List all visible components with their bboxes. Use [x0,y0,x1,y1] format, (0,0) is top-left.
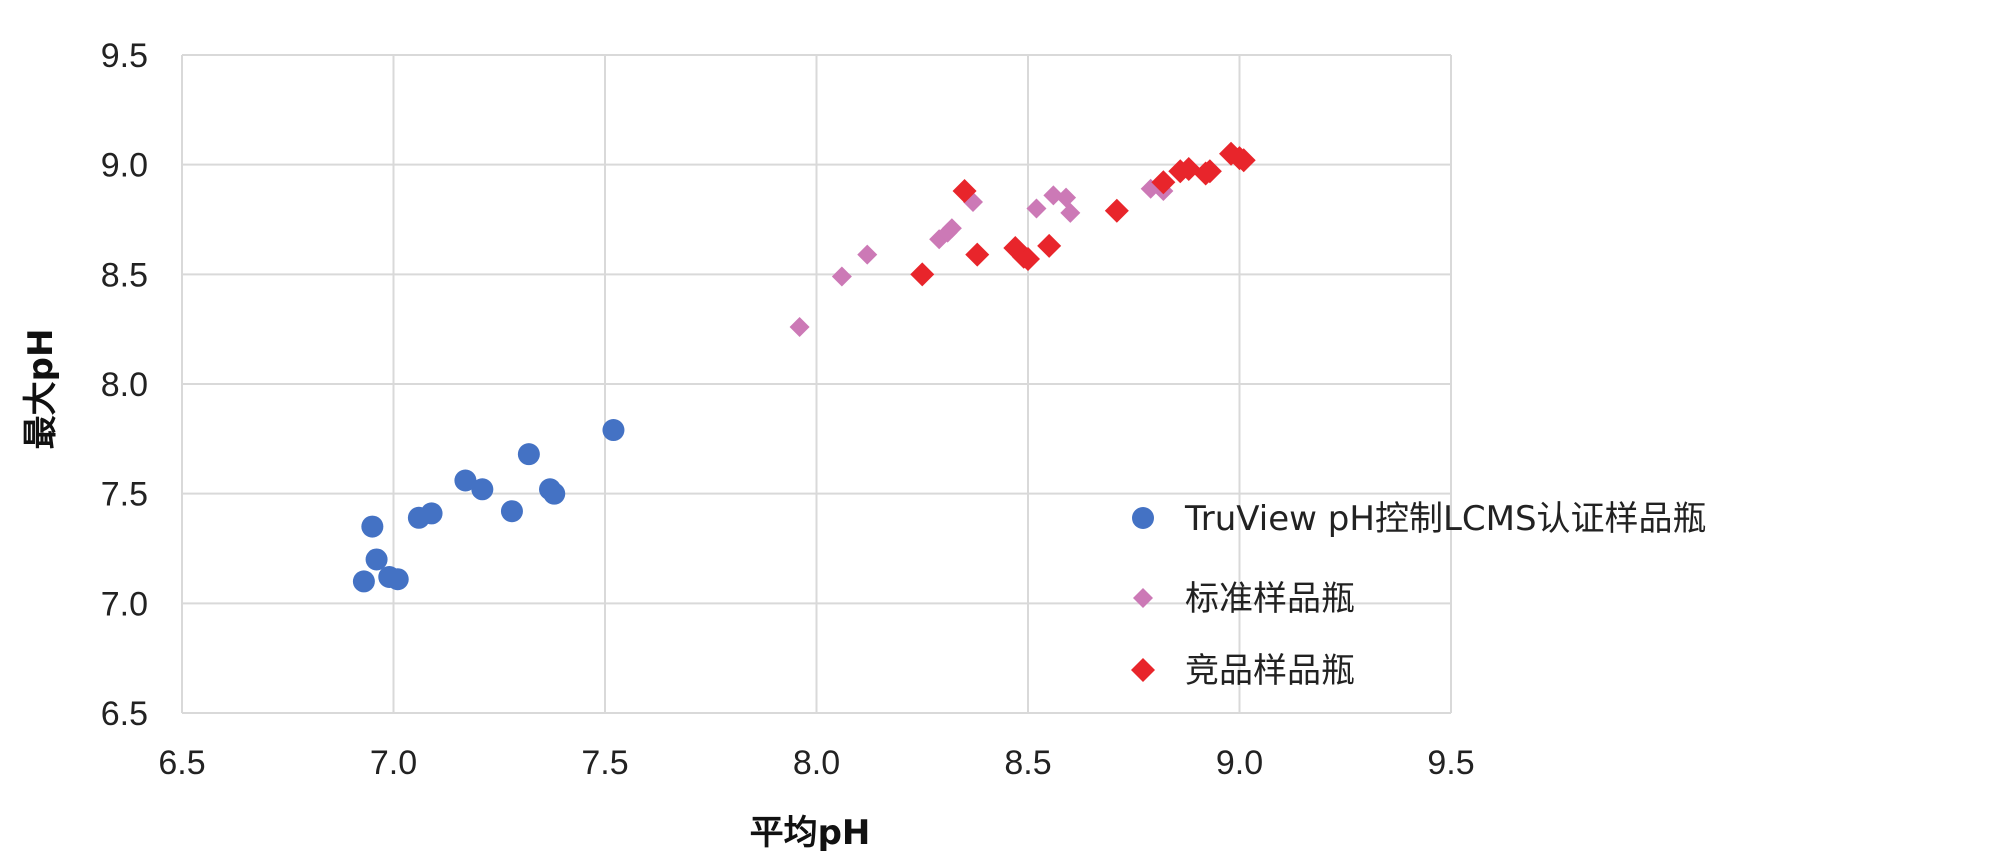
y-tick-label: 8.0 [101,366,148,404]
x-axis-title: 平均pH [750,813,871,853]
x-tick-label: 9.0 [1216,744,1263,782]
series-2 [910,141,1256,287]
series-1-point [1056,187,1077,208]
series-0-point [602,419,625,442]
series-0-point [543,482,566,505]
series-0-point [420,502,443,525]
series-0-point [361,515,384,538]
series-1-point [941,218,962,239]
series-0-point [386,568,409,591]
legend-label-2: 竞品样品瓶 [1185,651,1355,691]
series-0-point [352,570,375,593]
series-2-point [1197,159,1222,184]
series-0-point [471,478,494,501]
series-0-point [500,500,523,523]
series-2-point [1151,170,1176,195]
series-0 [352,419,625,593]
y-tick-label: 9.5 [101,37,148,75]
legend-marker-2 [1131,658,1155,682]
series-0-point [454,469,477,492]
series-2-point [1176,157,1201,182]
x-tick-label: 8.0 [793,744,840,782]
series-1-point [1043,185,1064,206]
y-tick-label: 8.5 [101,256,148,294]
legend-marker-0 [1132,507,1154,529]
series-2-point [910,262,935,287]
series-1 [789,178,1174,337]
x-tick-label: 7.5 [581,744,628,782]
x-tick-label: 6.5 [158,744,205,782]
series-2-point [1231,148,1256,173]
x-tick-label: 9.5 [1427,744,1474,782]
x-tick-label: 8.5 [1004,744,1051,782]
series-2-point [1016,246,1040,271]
series-1-point [789,316,810,337]
series-2-point [1037,233,1062,258]
x-tick-label: 7.0 [370,744,417,782]
legend-label-0: TruView pH控制LCMS认证样品瓶 [1184,499,1707,539]
data-points [352,141,1256,593]
series-2-point [965,242,990,267]
series-2-point [1104,198,1129,223]
y-tick-label: 7.5 [101,476,148,514]
x-axis-ticks: 6.5 7.0 7.5 8.0 8.5 9.0 9.5 [158,744,1474,782]
series-2-point [1003,236,1028,261]
series-1-point [1026,198,1047,219]
y-tick-label: 6.5 [101,695,148,733]
legend-label-1: 标准样品瓶 [1185,579,1355,619]
series-0-point [365,548,388,571]
series-1-point [1060,202,1081,223]
y-axis-ticks: 6.5 7.0 7.5 8.0 8.5 9.0 9.5 [101,37,148,733]
series-0-point [517,443,540,466]
y-tick-label: 7.0 [101,585,148,623]
y-tick-label: 9.0 [101,147,148,185]
series-1-point [831,266,852,287]
series-1-point [857,244,878,265]
series-2-point [952,178,977,203]
legend-marker-1 [1133,588,1153,608]
y-axis-title: 最大pH [21,329,61,450]
